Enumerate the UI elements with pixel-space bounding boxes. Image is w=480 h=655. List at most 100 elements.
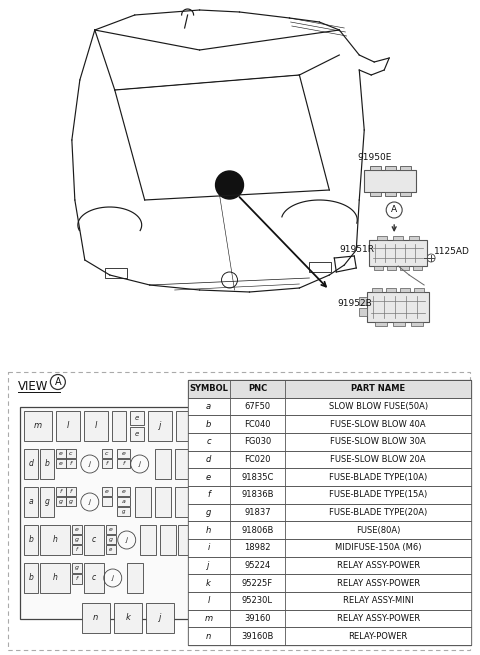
Bar	[385, 192, 396, 196]
Bar	[106, 545, 116, 554]
Bar	[102, 487, 112, 496]
Text: c: c	[92, 536, 96, 544]
Bar	[387, 266, 396, 270]
Bar	[148, 411, 172, 441]
Text: RELAY ASSY-POWER: RELAY ASSY-POWER	[336, 561, 420, 570]
Text: g: g	[75, 565, 79, 571]
Text: b: b	[45, 460, 49, 468]
Text: a: a	[29, 498, 33, 506]
Text: 95224: 95224	[244, 561, 271, 570]
Bar	[359, 297, 367, 305]
Text: i: i	[207, 544, 210, 552]
Bar	[370, 192, 381, 196]
Text: h: h	[206, 526, 211, 534]
Text: j: j	[126, 537, 128, 543]
Text: c: c	[206, 438, 211, 446]
Bar	[375, 322, 387, 326]
Text: l: l	[67, 422, 69, 430]
Text: FUSE-SLOW BLOW 20A: FUSE-SLOW BLOW 20A	[330, 455, 426, 464]
Text: d: d	[206, 455, 211, 464]
Bar	[188, 451, 471, 468]
Bar	[117, 449, 130, 458]
Text: e: e	[134, 415, 139, 421]
Text: 91837: 91837	[244, 508, 271, 517]
Bar	[188, 521, 471, 539]
Text: e: e	[75, 527, 79, 532]
Bar	[188, 433, 471, 451]
Text: e: e	[109, 527, 113, 532]
Bar	[411, 322, 423, 326]
Text: f: f	[76, 576, 78, 582]
Text: g: g	[121, 509, 125, 514]
Bar	[188, 574, 471, 592]
Text: b: b	[28, 574, 34, 582]
Bar	[364, 170, 416, 192]
Bar	[72, 535, 82, 544]
Bar	[393, 322, 405, 326]
Text: d: d	[28, 460, 34, 468]
Bar	[84, 563, 104, 593]
Text: e: e	[105, 489, 108, 494]
Bar	[72, 525, 82, 534]
Bar	[400, 192, 411, 196]
Bar	[106, 525, 116, 534]
Text: RELAY-POWER: RELAY-POWER	[348, 631, 408, 641]
Text: FG030: FG030	[244, 438, 271, 446]
Bar	[117, 497, 130, 506]
Text: l: l	[207, 596, 210, 605]
Bar	[377, 236, 387, 240]
Bar	[56, 459, 66, 468]
Bar	[160, 525, 176, 555]
Bar	[188, 539, 471, 557]
Text: l: l	[95, 422, 97, 430]
Bar	[372, 288, 382, 292]
Bar	[66, 459, 76, 468]
Text: k: k	[206, 578, 211, 588]
Bar	[40, 487, 54, 517]
Text: 18982: 18982	[244, 544, 271, 552]
Bar	[117, 459, 130, 468]
Text: f: f	[106, 461, 108, 466]
Text: m: m	[204, 614, 213, 623]
Bar	[188, 380, 471, 645]
Text: FUSE-BLADE TYPE(20A): FUSE-BLADE TYPE(20A)	[329, 508, 427, 517]
Bar	[135, 487, 151, 517]
Text: e: e	[109, 547, 112, 552]
Bar	[102, 459, 112, 468]
Text: j: j	[89, 499, 91, 505]
Bar	[140, 525, 156, 555]
Text: SYMBOL: SYMBOL	[189, 384, 228, 394]
Text: j: j	[158, 614, 161, 622]
Bar	[102, 449, 112, 458]
Bar	[40, 525, 70, 555]
Text: PNC: PNC	[248, 384, 267, 394]
Text: g: g	[59, 499, 63, 504]
Text: e: e	[206, 473, 211, 481]
Bar	[117, 487, 130, 496]
Text: 91952B: 91952B	[337, 299, 372, 307]
Text: f: f	[76, 547, 78, 552]
Bar	[105, 268, 127, 278]
Bar	[155, 487, 171, 517]
Text: f: f	[60, 489, 62, 494]
Bar	[374, 266, 383, 270]
Bar	[188, 415, 471, 433]
Bar	[20, 407, 198, 619]
Text: FC040: FC040	[244, 420, 271, 428]
Bar	[56, 497, 66, 506]
Bar	[413, 266, 422, 270]
Bar	[309, 262, 331, 272]
Bar	[400, 288, 410, 292]
Bar	[40, 449, 54, 479]
Text: j: j	[139, 461, 141, 467]
Text: RELAY ASSY-POWER: RELAY ASSY-POWER	[336, 578, 420, 588]
Text: e: e	[121, 451, 125, 456]
Text: VIEW: VIEW	[18, 380, 48, 393]
Bar	[56, 411, 80, 441]
Bar	[82, 603, 110, 633]
Text: FUSE-SLOW BLOW 40A: FUSE-SLOW BLOW 40A	[330, 420, 426, 428]
Text: 39160B: 39160B	[241, 631, 274, 641]
Bar	[175, 487, 191, 517]
Text: 95225F: 95225F	[242, 578, 273, 588]
Bar	[414, 288, 424, 292]
